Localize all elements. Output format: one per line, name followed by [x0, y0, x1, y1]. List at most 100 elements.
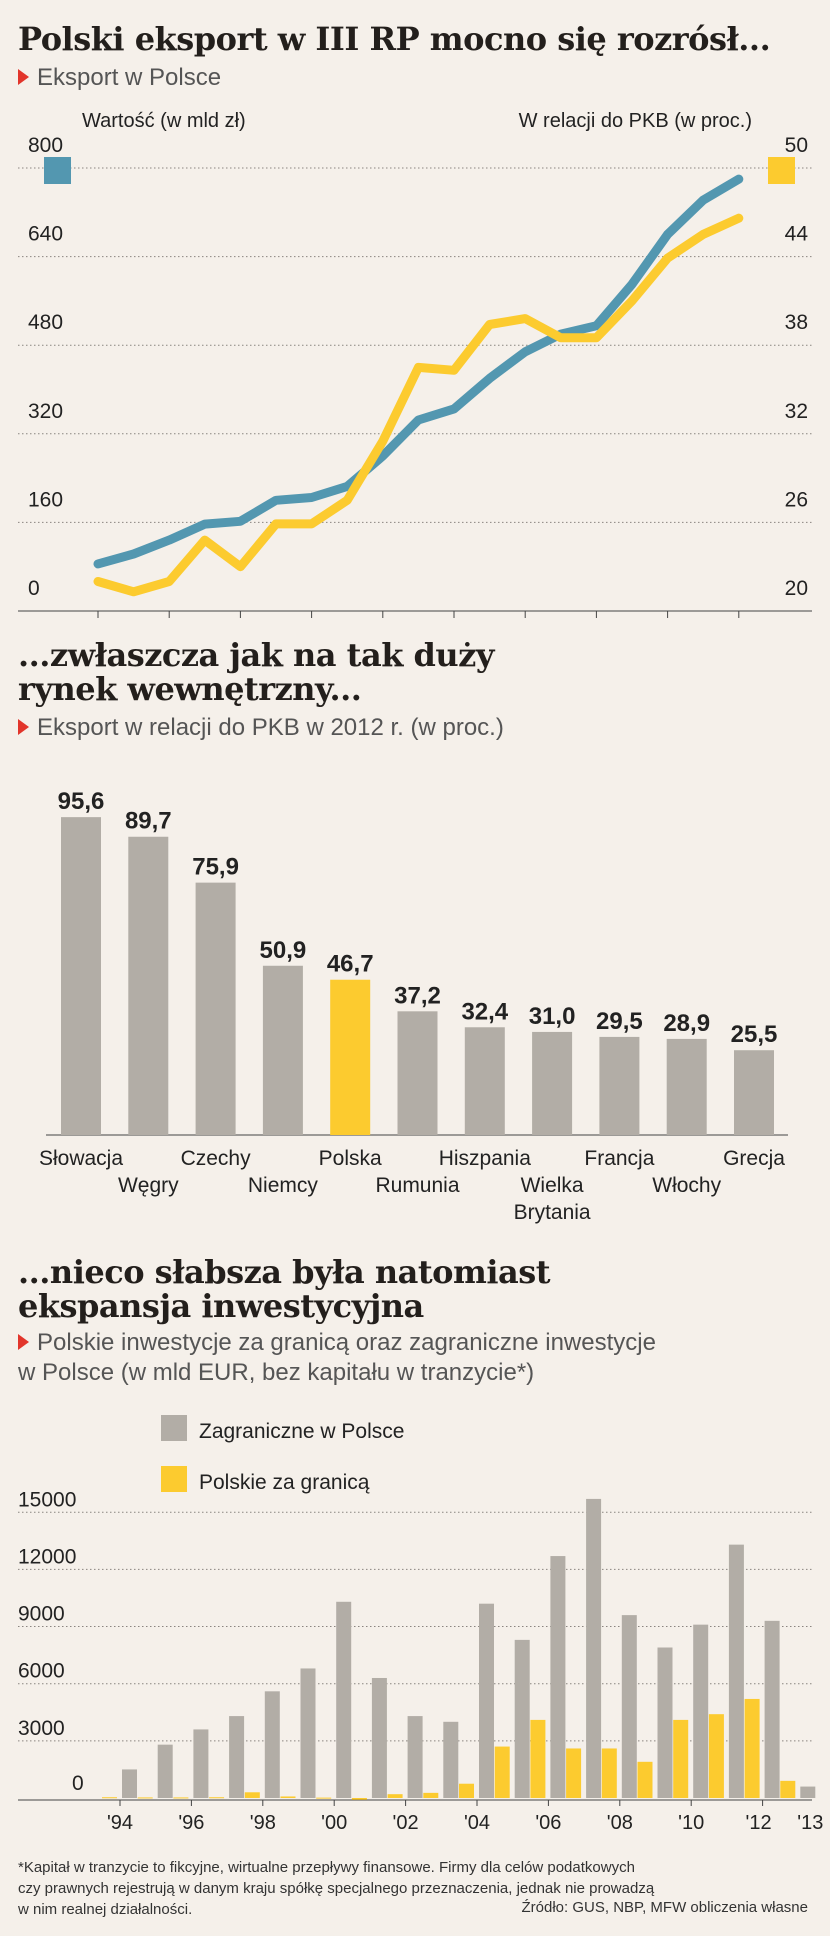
source-note: Źródło: GUS, NBP, MFW obliczenia własne [521, 1899, 809, 1916]
export-gdp-share-line [93, 213, 744, 597]
chart3-title-line2: ekspansja inwestycyjna [18, 1287, 424, 1325]
y-tick-right: 44 [785, 223, 809, 246]
y-tick-right: 38 [785, 311, 808, 334]
bar [734, 1050, 774, 1135]
bar [599, 1036, 640, 1135]
bar-foreign-in-poland [693, 1624, 709, 1798]
y-tick-left: 0 [28, 577, 40, 600]
bar [397, 1011, 438, 1135]
bar-foreign-in-poland [193, 1729, 209, 1798]
chart1-subtitle: Eksport w Polsce [18, 63, 221, 93]
bar-foreign-in-poland [514, 1639, 530, 1798]
category-label: Grecja [723, 1147, 785, 1170]
bar-polish-abroad [387, 1794, 403, 1798]
bar-polish-abroad [244, 1792, 260, 1798]
bar-polish-abroad [137, 1797, 153, 1799]
bar-foreign-in-poland [479, 1603, 494, 1798]
x-tick-label: '08 [607, 1812, 633, 1834]
bar-value-label: 31,0 [529, 1003, 576, 1030]
bar-polish-abroad [280, 1796, 296, 1798]
y-tick-left: 640 [28, 223, 63, 246]
chart1-title: Polski eksport w III RP mocno się rozrós… [18, 20, 771, 58]
bar-value-label: 89,7 [125, 808, 172, 835]
chart3-title: ...nieco słabsza była natomiast ekspansja… [18, 1253, 551, 1325]
bar-polish-abroad [459, 1783, 474, 1798]
bar [61, 817, 101, 1135]
x-tick-label: '13 [797, 1812, 823, 1834]
chart3-subtitle: Polskie inwestycje za granicą oraz zagra… [18, 1328, 656, 1388]
chart2-subtitle: Eksport w relacji do PKB w 2012 r. (w pr… [18, 713, 504, 743]
y-tick-right: 26 [785, 488, 808, 511]
bar-foreign-in-poland [443, 1721, 459, 1798]
bar-foreign-in-poland [300, 1668, 316, 1798]
bar-polish-abroad [316, 1797, 332, 1799]
chart3-title-line1: ...nieco słabsza była natomiast [18, 1253, 551, 1291]
bar-polish-abroad [744, 1698, 760, 1798]
bar-value-label: 25,5 [731, 1021, 778, 1048]
bar-polish-abroad [708, 1714, 724, 1798]
x-tick-label: '98 [250, 1812, 276, 1834]
bar [666, 1038, 707, 1135]
y-tick-right: 32 [785, 400, 808, 423]
chart2-subtitle-text: Eksport w relacji do PKB w 2012 r. (w pr… [37, 714, 504, 741]
bar-foreign-in-poland [728, 1544, 744, 1798]
bar-polish-abroad [673, 1719, 689, 1798]
export-line-chart: 0 20 160 26 320 32 480 38 640 44 800 50 Wartość (w m… [18, 110, 812, 618]
y-tick: 6000 [18, 1660, 65, 1683]
bar-polish-abroad [494, 1746, 510, 1798]
legend-label-polish: Polskie za granicą [199, 1471, 370, 1494]
category-label: Wielka [521, 1174, 584, 1197]
bar [128, 836, 169, 1135]
y-tick-right: 20 [785, 577, 808, 600]
red-triangle-icon [18, 68, 29, 85]
y-tick-left: 160 [28, 488, 63, 511]
export-value-line [93, 174, 744, 569]
bar-foreign-in-poland [264, 1691, 280, 1798]
footnote-line2: czy prawnych rejestrują w danym kraju sp… [18, 1880, 655, 1897]
export-gdp-bar-chart: 95,6 89,7 75,9 50,9 46,7 37,2 32,4 31,0 29,5 28,9… [39, 788, 788, 1224]
bar-polish-abroad [566, 1748, 582, 1798]
bar-foreign-in-poland [586, 1498, 602, 1798]
bar-polish-abroad [102, 1797, 117, 1799]
category-label: Rumunia [375, 1174, 459, 1197]
chart2-title: ...zwłaszcza jak na tak duży rynek wewnęt… [18, 638, 494, 706]
bar-polish-abroad [351, 1798, 367, 1800]
bar-foreign-in-poland [407, 1716, 423, 1798]
bar-foreign-in-poland [550, 1556, 566, 1798]
chart2-title-line2: rynek wewnętrzny... [18, 670, 362, 708]
category-label: Włochy [652, 1174, 721, 1197]
bar-polish-abroad [209, 1797, 225, 1799]
bar-foreign-in-poland [371, 1677, 387, 1798]
bar-value-label: 29,5 [596, 1008, 643, 1035]
bar-polish-abroad [173, 1797, 189, 1799]
red-triangle-icon [18, 1333, 29, 1350]
chart3-subtitle-line1: Polskie inwestycje za granicą oraz zagra… [37, 1329, 656, 1356]
x-tick-label: '96 [178, 1812, 204, 1834]
legend-grey-swatch [161, 1415, 187, 1441]
chart2-title-line1: ...zwłaszcza jak na tak duży [18, 636, 494, 674]
x-tick-label: '02 [393, 1812, 419, 1834]
category-label: Francja [584, 1147, 654, 1170]
bar-value-label: 46,7 [327, 951, 374, 978]
category-label: Polska [319, 1147, 382, 1170]
legend-yellow-swatch [161, 1466, 187, 1492]
y-axis-label-right: W relacji do PKB (w proc.) [519, 110, 752, 132]
y-tick: 0 [72, 1772, 84, 1795]
bar-foreign-in-poland [229, 1716, 245, 1798]
investment-bar-chart: 0 3000 6000 9000 12000 15000 '94 '96 '98 '00 '02 '0… [18, 1415, 823, 1834]
bar-foreign-in-poland [621, 1615, 637, 1798]
category-label: Niemcy [248, 1174, 319, 1197]
x-tick-label: '00 [321, 1812, 347, 1834]
bar-foreign-in-poland [336, 1601, 352, 1798]
category-label: Czechy [181, 1147, 252, 1170]
bar-foreign-in-poland [657, 1647, 673, 1798]
bar-value-label: 32,4 [461, 998, 508, 1025]
bar-value-label: 50,9 [260, 937, 307, 964]
bar-value-label: 37,2 [394, 982, 441, 1009]
footnote-line1: *Kapitał w tranzycie to fikcyjne, wirtua… [18, 1859, 635, 1876]
x-tick-label: '12 [746, 1812, 772, 1834]
bar-polish-abroad [530, 1719, 546, 1798]
bar-polish-abroad [423, 1792, 439, 1798]
category-label: Hiszpania [439, 1147, 532, 1170]
bar-polish-abroad [601, 1748, 617, 1798]
